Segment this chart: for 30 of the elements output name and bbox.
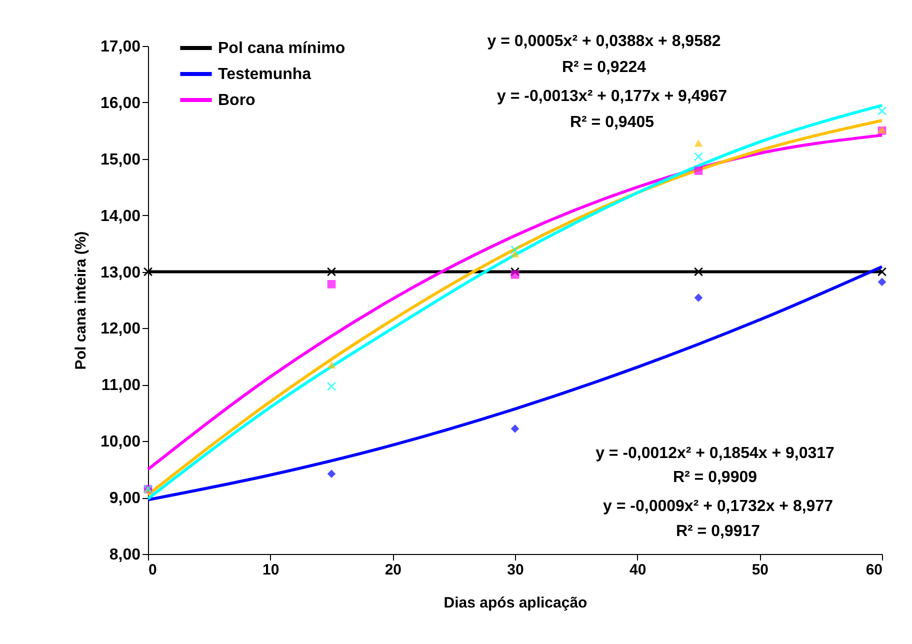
x-tick-label: 40 xyxy=(629,562,646,578)
y-tick-label: 8,00 xyxy=(109,546,141,564)
annotation: R² = 0,9224 xyxy=(562,59,646,76)
annotation: R² = 0,9909 xyxy=(672,469,758,486)
legend-label: Boro xyxy=(218,92,256,109)
y-tick-label: 11,00 xyxy=(101,377,141,394)
annotation: y = -0,0009x² + 0,1732x + 8,977 xyxy=(603,498,834,515)
x-tick-label: 30 xyxy=(507,562,524,578)
y-tick-label: 17,00 xyxy=(100,38,141,56)
x-tick-label: 10 xyxy=(262,562,280,578)
annotation: y = 0,0005x² + 0,0388x + 8,9582 xyxy=(487,33,721,50)
y-tick-label: 15,00 xyxy=(100,151,141,168)
x-axis-title: Dias após aplicação xyxy=(444,594,588,612)
y-tick-label: 14,00 xyxy=(100,208,141,225)
y-tick-label: 16,00 xyxy=(100,94,141,112)
x-tick-label: 20 xyxy=(384,562,402,578)
legend-label: Pol cana mínimo xyxy=(218,40,346,57)
x-tick-label: 50 xyxy=(752,562,769,578)
x-tick-label: 60 xyxy=(866,562,882,578)
y-tick-label: 13,00 xyxy=(100,264,141,282)
y-tick-label: 10,00 xyxy=(100,434,141,451)
y-tick-label: 9,00 xyxy=(109,490,141,508)
annotation: R² = 0,9405 xyxy=(570,114,654,131)
annotation: y = -0,0013x² + 0,177x + 9,4967 xyxy=(497,88,728,105)
x-tick-label: 0 xyxy=(148,562,157,578)
annotation: y = -0,0012x² + 0,1854x + 9,0317 xyxy=(596,445,835,462)
y-axis-title: Pol cana inteira (%) xyxy=(72,231,90,370)
y-tick-label: 12,00 xyxy=(100,320,141,338)
legend-label: Testemunha xyxy=(218,66,312,83)
annotation: R² = 0,9917 xyxy=(676,523,760,540)
